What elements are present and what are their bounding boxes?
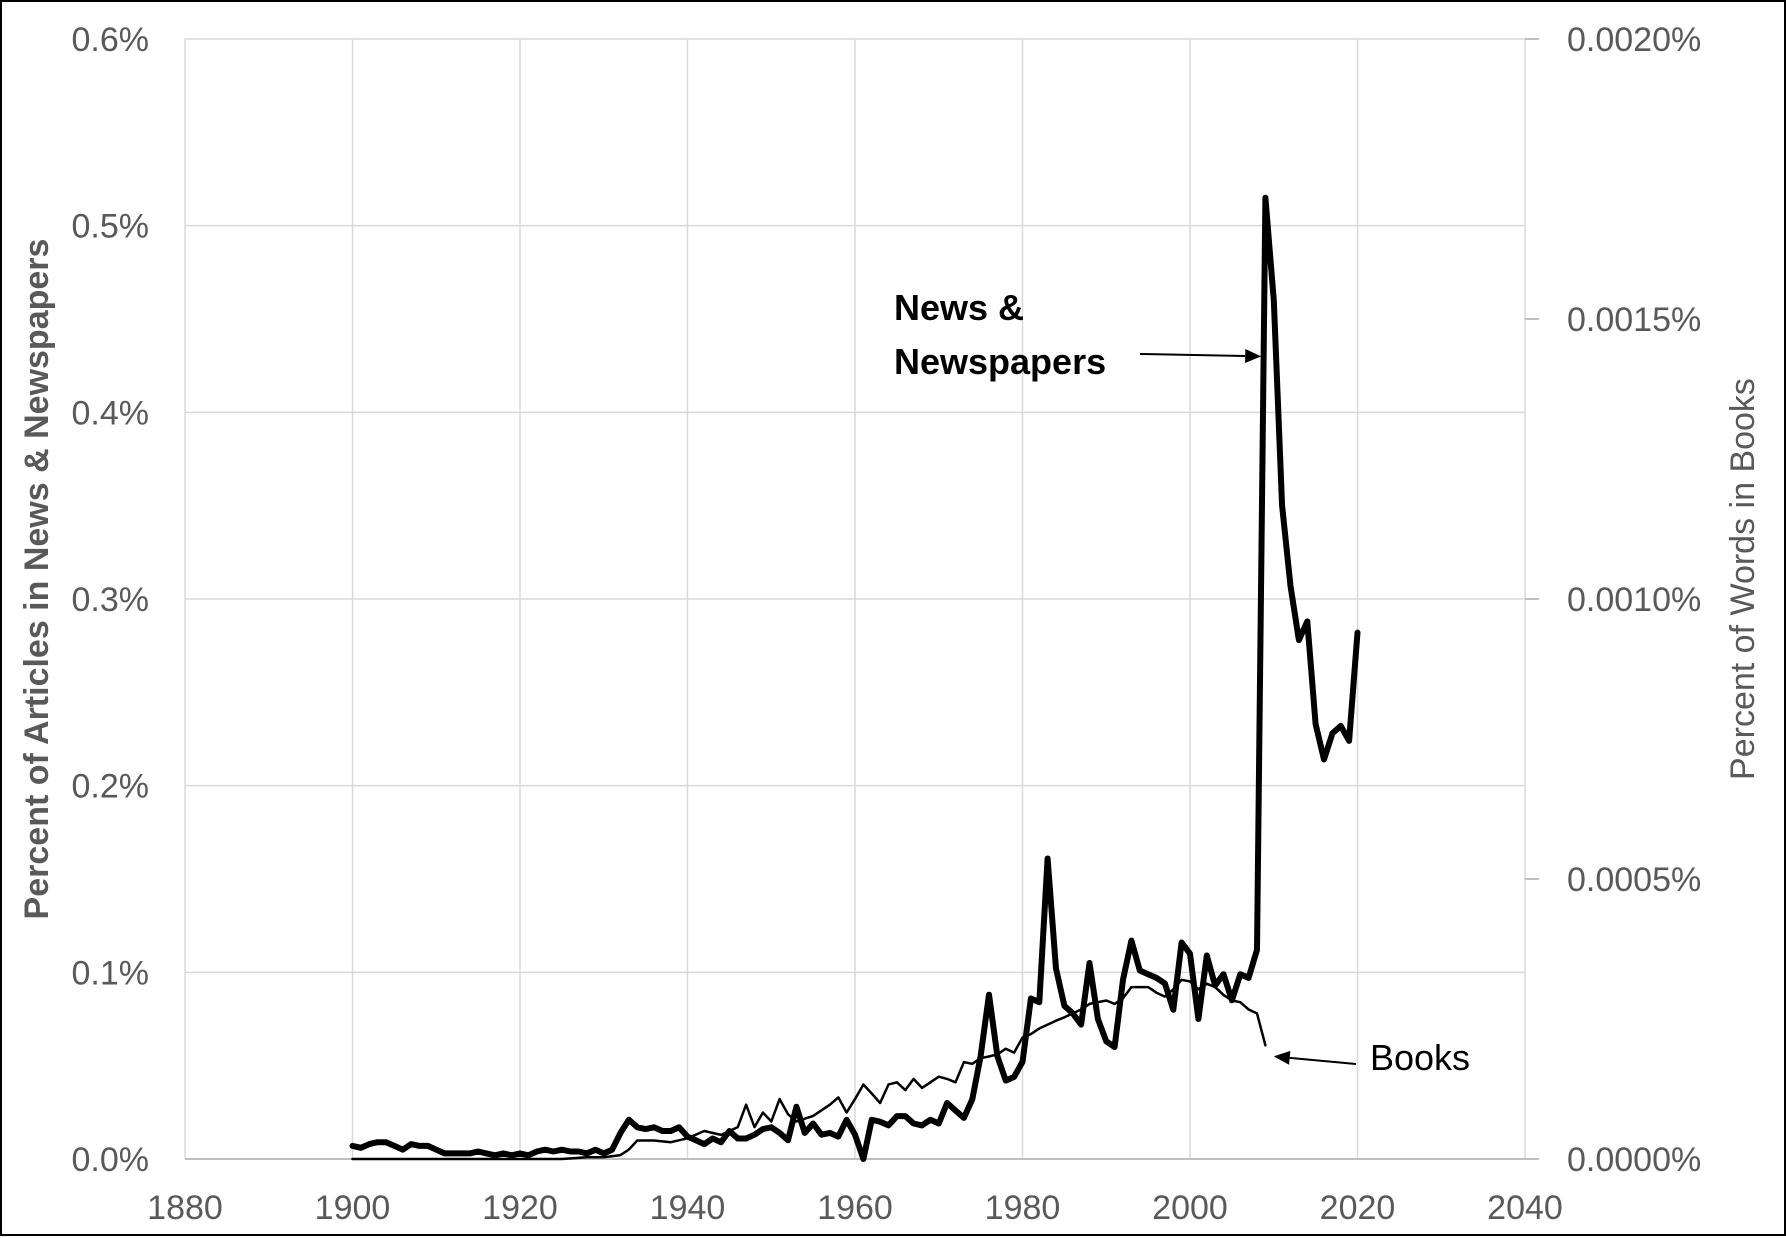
annotation-books-arrowhead <box>1273 1050 1291 1065</box>
x-tick-label: 2040 <box>1487 1189 1563 1227</box>
annotation-news-line-1: News & <box>894 287 1024 328</box>
annotation-news-arrowhead <box>1245 349 1262 364</box>
series-layer <box>349 194 1361 1162</box>
left-tick-label: 0.2% <box>72 768 150 806</box>
annotation-books: Books <box>1273 1037 1470 1078</box>
left-axis-title: Percent of Articles in News & Newspapers <box>18 239 56 920</box>
right-tick-label: 0.0005% <box>1567 861 1701 899</box>
right-tick-label: 0.0020% <box>1567 21 1701 59</box>
x-tick-label: 2020 <box>1320 1189 1396 1227</box>
x-tick-label: 1980 <box>985 1189 1061 1227</box>
left-tick-label: 0.3% <box>72 581 150 619</box>
x-tick-label: 1960 <box>817 1189 893 1227</box>
x-tick-label: 1900 <box>315 1189 391 1227</box>
books-series-line <box>351 978 1267 1161</box>
left-tick-label: 0.1% <box>72 954 150 992</box>
annotation-news-arrow <box>1139 353 1246 358</box>
right-tick-label: 0.0000% <box>1567 1141 1701 1179</box>
right-axis-title: Percent of Words in Books <box>1724 378 1762 780</box>
left-tick-label: 0.0% <box>72 1141 150 1179</box>
left-tick-label: 0.4% <box>72 394 150 432</box>
x-tick-label: 1920 <box>482 1189 558 1227</box>
annotation-news-newspapers: News & Newspapers <box>894 287 1262 382</box>
right-tick-label: 0.0010% <box>1567 581 1701 619</box>
annotation-books-arrow <box>1289 1056 1357 1065</box>
x-tick-label: 1880 <box>147 1189 223 1227</box>
x-axis-tick-labels: 1880 1900 1920 1940 1960 1980 2000 2020 2040 <box>147 1189 1563 1227</box>
annotation-books-label: Books <box>1370 1037 1470 1078</box>
news-newspapers-series-line <box>349 194 1361 1162</box>
right-axis-tick-labels: 0.0000% 0.0005% 0.0010% 0.0015% 0.0020% <box>1567 21 1701 1179</box>
left-tick-label: 0.5% <box>72 208 150 246</box>
right-tick-label: 0.0015% <box>1567 301 1701 339</box>
horizontal-gridlines <box>185 38 1525 974</box>
left-tick-label: 0.6% <box>72 21 150 59</box>
x-tick-label: 2000 <box>1152 1189 1228 1227</box>
left-axis-tick-labels: 0.0% 0.1% 0.2% 0.3% 0.4% 0.5% 0.6% <box>72 21 150 1179</box>
annotation-news-line-2: Newspapers <box>894 341 1106 382</box>
x-tick-label: 1940 <box>650 1189 726 1227</box>
